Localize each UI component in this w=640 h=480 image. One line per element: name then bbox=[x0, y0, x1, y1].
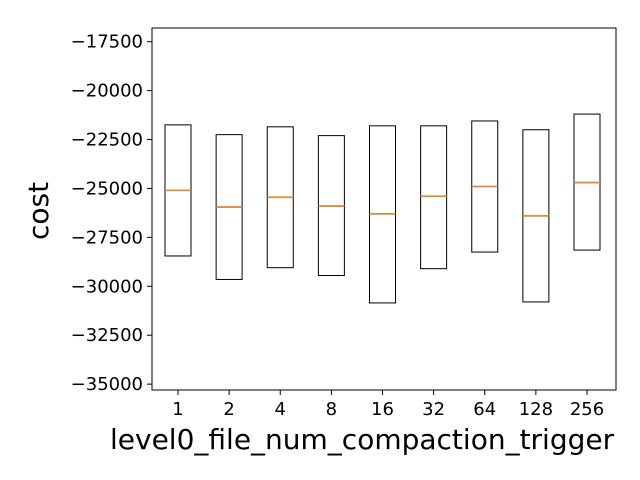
x-tick-label: 64 bbox=[473, 399, 496, 420]
y-tick-label: −35000 bbox=[71, 374, 143, 395]
x-tick-label: 128 bbox=[519, 399, 553, 420]
box-32 bbox=[420, 125, 448, 270]
x-tick-label: 256 bbox=[570, 399, 604, 420]
y-axis-label: cost bbox=[22, 182, 55, 240]
y-tick-label: −22500 bbox=[71, 130, 143, 151]
y-tick-label: −20000 bbox=[71, 81, 143, 102]
x-tick-label: 16 bbox=[371, 399, 394, 420]
x-tick-label: 32 bbox=[422, 399, 445, 420]
y-tick-label: −30000 bbox=[71, 276, 143, 297]
y-tick-label: −27500 bbox=[71, 227, 143, 248]
x-axis-label: level0_file_num_compaction_trigger bbox=[110, 423, 615, 456]
y-tick-label: −17500 bbox=[71, 32, 143, 53]
plot-area bbox=[151, 27, 617, 391]
x-tick-label: 4 bbox=[275, 399, 286, 420]
x-tick-label: 2 bbox=[223, 399, 234, 420]
x-tick-label: 8 bbox=[326, 399, 337, 420]
y-tick-label: −32500 bbox=[71, 325, 143, 346]
x-tick-label: 1 bbox=[172, 399, 183, 420]
y-tick-label: −25000 bbox=[71, 178, 143, 199]
